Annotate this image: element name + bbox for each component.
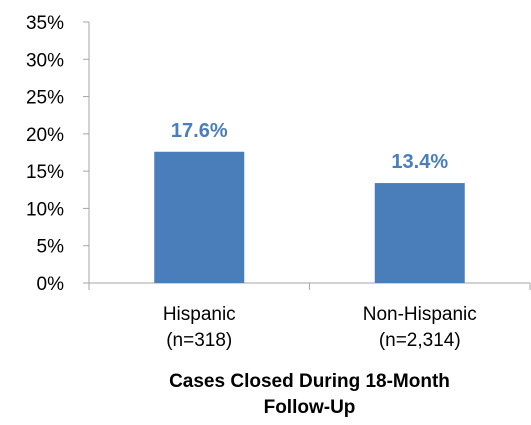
- y-tick-label: 25%: [26, 88, 64, 109]
- x-category-label: (n=2,314): [379, 330, 461, 351]
- y-tick-label: 15%: [26, 162, 64, 183]
- y-ticks: 0% 5% 10% 15% 20% 25% 30% 35%: [26, 13, 89, 295]
- x-ticks: [88, 283, 531, 290]
- x-axis-title-line: Follow-Up: [264, 397, 356, 418]
- category-labels: Hispanic (n=318) Non-Hispanic (n=2,314): [163, 304, 477, 351]
- x-category-label: Non-Hispanic: [363, 304, 477, 325]
- data-labels: 17.6% 13.4%: [171, 120, 448, 173]
- y-tick-label: 10%: [26, 199, 64, 220]
- x-axis-title-line: Cases Closed During 18-Month: [169, 371, 450, 392]
- bar: [374, 183, 465, 283]
- x-axis-group: [88, 282, 531, 290]
- y-tick-label: 30%: [26, 50, 64, 71]
- y-tick-label: 35%: [26, 13, 64, 34]
- y-axis-group: 0% 5% 10% 15% 20% 25% 30% 35%: [26, 13, 90, 295]
- y-tick-label: 0%: [37, 274, 65, 295]
- x-axis-title: Cases Closed During 18-Month Follow-Up: [169, 371, 450, 418]
- x-category-label: Hispanic: [163, 304, 236, 325]
- bar: [154, 151, 245, 283]
- x-category-label: (n=318): [166, 330, 232, 351]
- bar-data-label: 17.6%: [171, 120, 228, 142]
- bar-data-label: 13.4%: [391, 151, 448, 173]
- bars: [154, 151, 465, 283]
- y-tick-label: 20%: [26, 125, 64, 146]
- y-tick-label: 5%: [37, 237, 65, 258]
